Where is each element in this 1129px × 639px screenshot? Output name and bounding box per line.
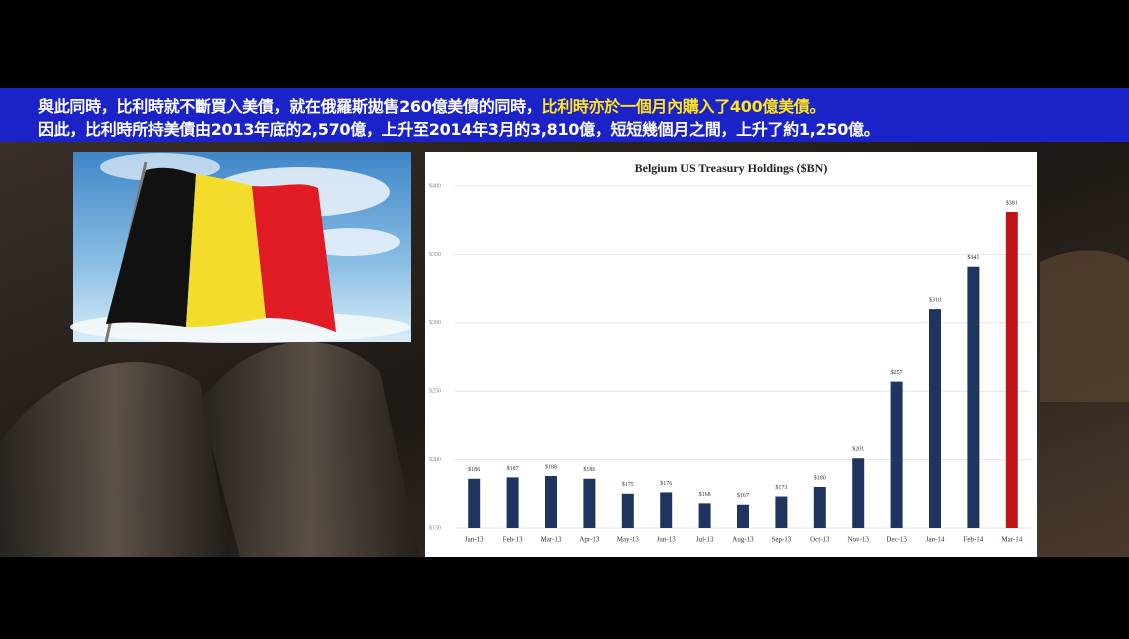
data-label: $176: [660, 480, 672, 487]
data-label: $310: [929, 296, 941, 303]
y-tick-label: $250: [429, 388, 441, 395]
x-tick-label: Feb-13: [503, 536, 523, 544]
caption-highlight: 比利時亦於一個月內購入了400億美債。: [541, 97, 826, 116]
caption-text: 與此同時，比利時就不斷買入美債，就在俄羅斯拋售260億美債的同時，: [38, 97, 542, 116]
data-label: $173: [775, 484, 787, 491]
chart: Belgium US Treasury Holdings ($BN) $150 $…: [425, 152, 1037, 557]
bar: [852, 458, 865, 528]
x-tick-label: Mar-14: [1001, 536, 1022, 544]
bar: [468, 478, 481, 528]
x-tick-label: Dec-13: [886, 536, 907, 544]
data-label: $168: [699, 491, 711, 498]
bar: [813, 486, 826, 528]
x-tick-label: Apr-13: [579, 536, 600, 544]
data-label: $201: [852, 446, 864, 453]
x-tick-label: Sep-13: [771, 536, 791, 544]
data-label: $180: [814, 474, 826, 481]
y-tick-label: $200: [429, 456, 441, 463]
y-tick-label: $350: [429, 251, 441, 258]
data-label: $187: [507, 465, 519, 472]
data-label: $257: [891, 369, 903, 376]
x-tick-label: Jan-13: [465, 536, 484, 544]
data-label: $188: [545, 463, 557, 470]
bar: [929, 309, 941, 528]
caption-banner: 與此同時，比利時就不斷買入美債，就在俄羅斯拋售260億美債的同時，比利時亦於一個…: [0, 88, 1129, 142]
bar: [890, 381, 903, 528]
bar: [506, 477, 519, 528]
x-tick-label: May-13: [617, 536, 640, 544]
bar: [698, 503, 711, 528]
bar: [737, 504, 749, 528]
x-tick-label: Mar-13: [541, 536, 562, 544]
caption-line: 與此同時，比利時就不斷買入美債，就在俄羅斯拋售260億美債的同時，比利時亦於一個…: [38, 93, 826, 117]
caption-text: 因此，比利時所持美債由2013年底的2,570億，上升至2014年3月的3,81…: [38, 120, 880, 139]
x-tick-label: Jan-14: [926, 536, 945, 544]
x-tick-label: Aug-13: [732, 536, 754, 544]
bar: [621, 493, 634, 528]
bar: [545, 476, 557, 528]
x-tick-label: Oct-13: [810, 536, 830, 544]
bar: [660, 492, 673, 528]
x-tick-label: Feb-14: [963, 536, 983, 544]
caption-line: 因此，比利時所持美債由2013年底的2,570億，上升至2014年3月的3,81…: [38, 116, 880, 140]
data-label: $341: [967, 254, 979, 261]
bar: [967, 266, 980, 528]
flag-image: [70, 152, 411, 343]
y-tick-label: $150: [429, 524, 441, 531]
data-label: $186: [468, 466, 480, 473]
y-tick-label: $300: [429, 319, 441, 326]
data-label: $381: [1006, 199, 1018, 206]
data-label: $167: [737, 492, 749, 499]
data-label: $175: [622, 481, 634, 488]
x-tick-label: Nov-13: [848, 536, 870, 544]
bar: [1005, 211, 1018, 528]
bar: [775, 496, 788, 528]
x-tick-label: Jul-13: [696, 536, 714, 544]
chart-title: Belgium US Treasury Holdings ($BN): [635, 161, 828, 175]
bar: [583, 478, 596, 528]
data-label: $186: [583, 466, 595, 473]
y-tick-label: $400: [429, 182, 441, 189]
x-tick-label: Jun-13: [657, 536, 677, 544]
